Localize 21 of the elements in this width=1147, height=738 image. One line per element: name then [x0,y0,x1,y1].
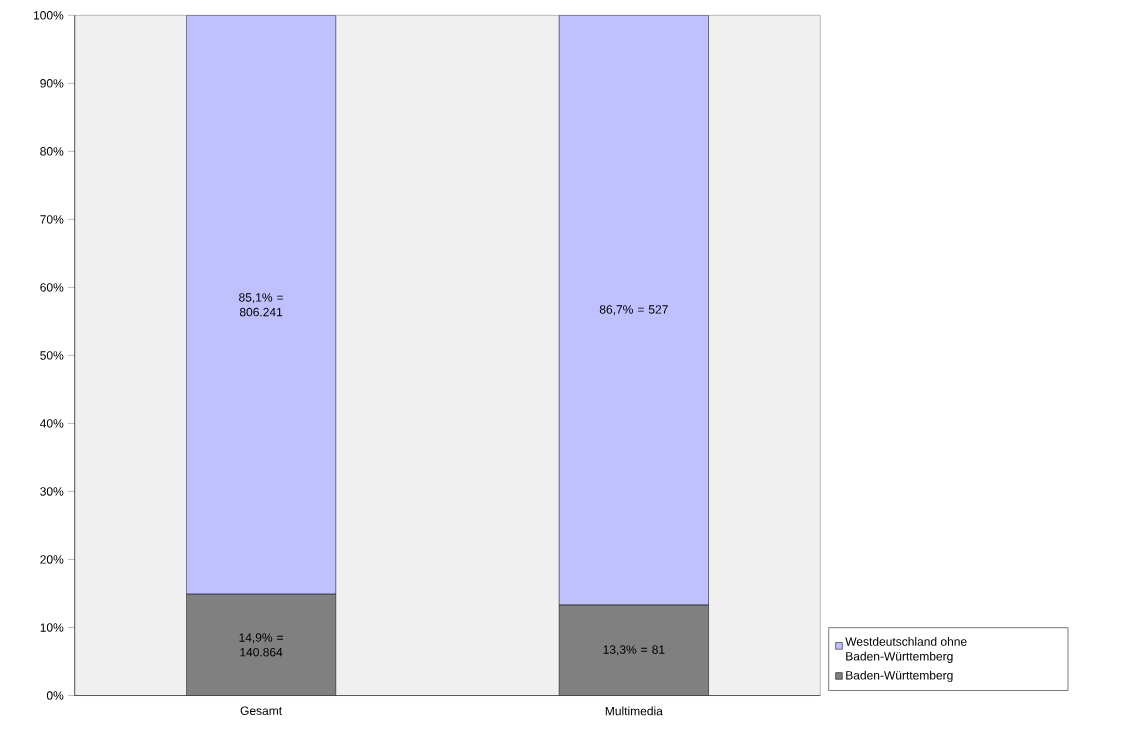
legend-label: Baden-Württemberg [846,670,953,682]
data-label: 85,1% = 806.241 [239,293,284,317]
y-tick-label: 80% [40,147,64,156]
legend-label: Westdeutschland ohne Baden-Württemberg [845,636,967,663]
bar [186,15,337,595]
x-tick-label: Gesamt [240,706,282,715]
x-tick-label: Multimedia [605,706,663,716]
y-tick-label: 100% [33,10,64,20]
y-tick-label: 0% [46,691,64,700]
y-tick-label: 30% [40,487,64,496]
y-tick-label: 10% [40,623,64,632]
y-tick-label: 40% [40,419,64,428]
data-label: 13,3% = 81 [603,645,665,656]
y-tick-label: 70% [40,215,64,224]
y-tick-label: 20% [40,555,64,564]
data-label: 14,9% = 140.864 [239,633,284,657]
y-tick-label: 50% [40,351,64,360]
y-tick-label: 90% [40,79,64,88]
y-tick-label: 60% [40,283,64,292]
data-label: 86,7% = 527 [599,305,668,316]
bar [558,15,709,606]
